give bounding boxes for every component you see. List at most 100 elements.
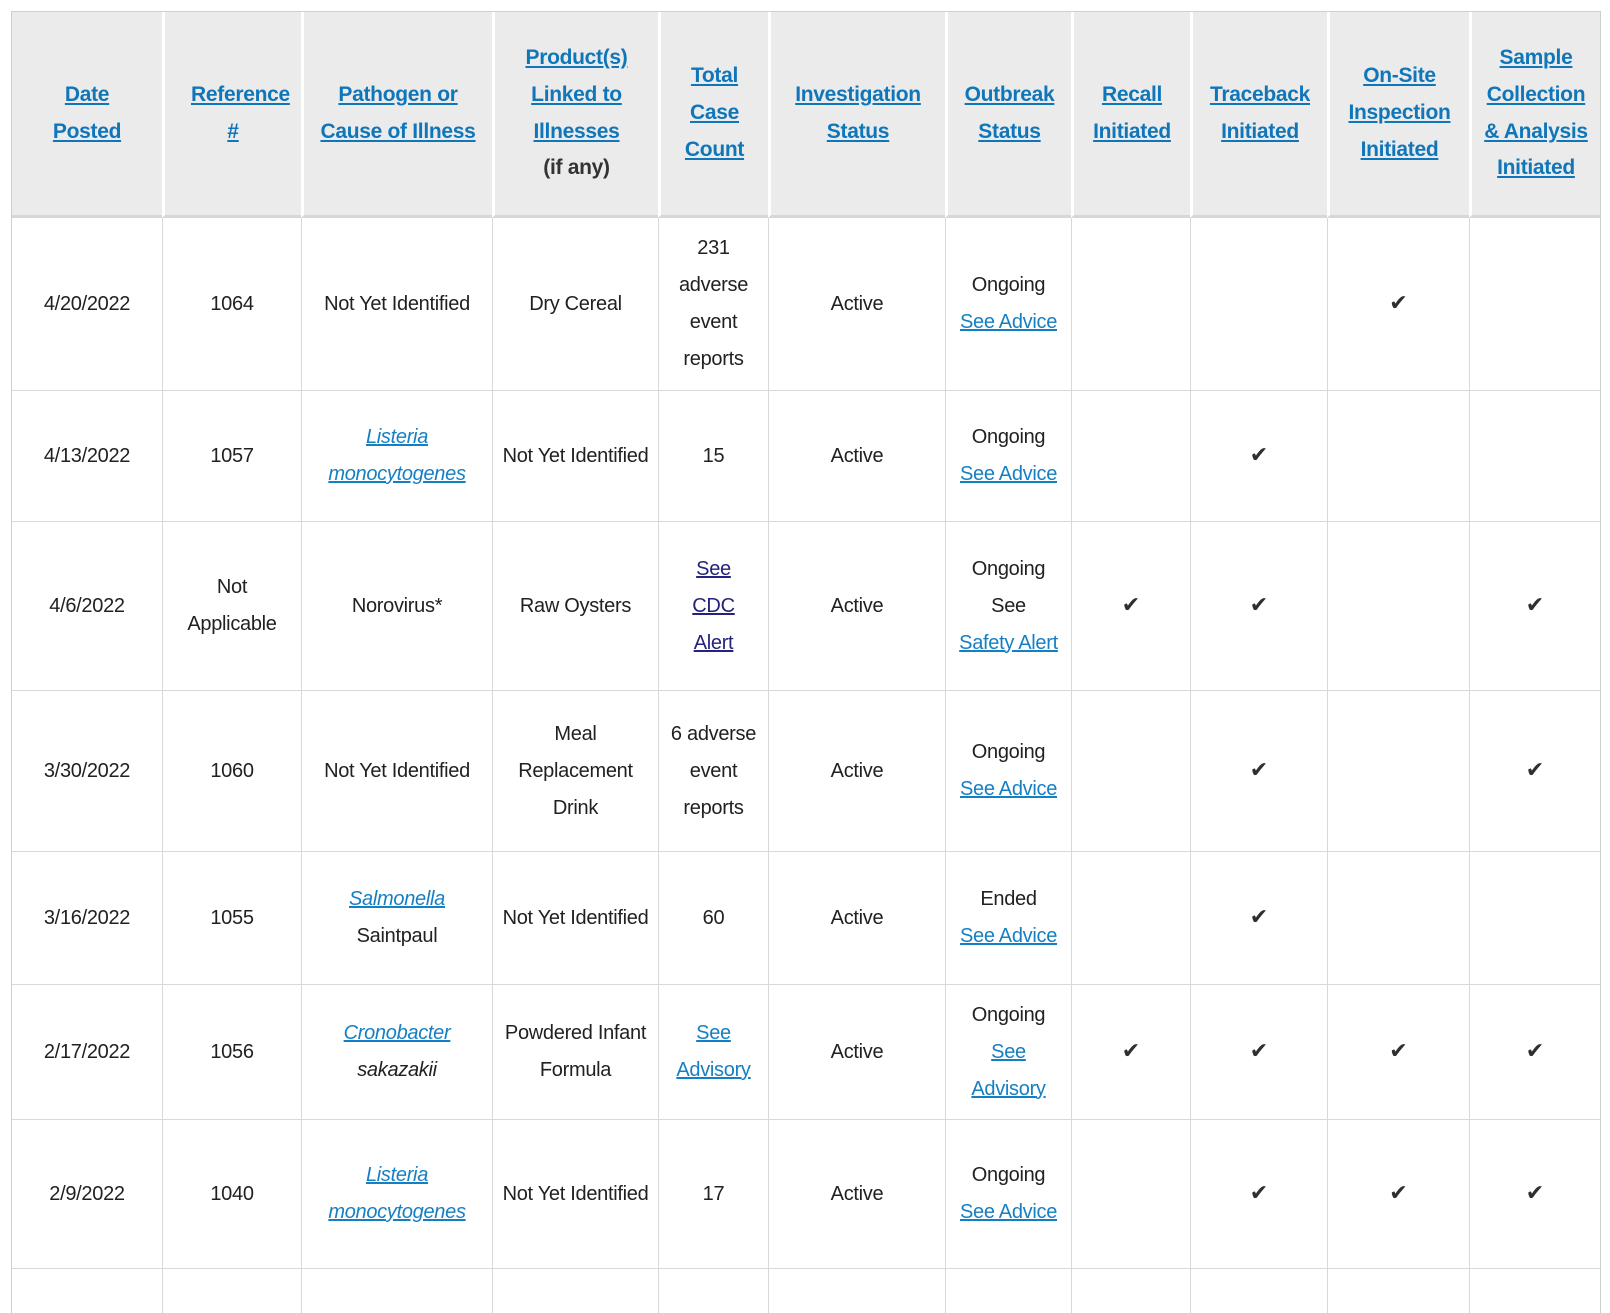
checkmark-icon: ✔	[1249, 904, 1269, 930]
see-advice-link[interactable]: See Advice	[959, 463, 1058, 485]
cell-date-posted: 4/13/2022	[12, 391, 162, 522]
cell-pathogen: Listeria monocytogenes	[301, 391, 492, 522]
checkmark-icon: ✔	[1121, 592, 1141, 618]
see-advice-link[interactable]: See Advice	[959, 925, 1058, 947]
sort-link-recall[interactable]: Recall Initiated	[1093, 82, 1171, 143]
cell-traceback: ✔	[1190, 522, 1327, 691]
cell-recall	[1071, 391, 1190, 522]
cell-sample: ✔	[1469, 985, 1600, 1120]
cell-pathogen: Cronobacter sakazakii	[301, 985, 492, 1120]
table-row: 4/6/2022 Not Applicable Norovirus* Raw O…	[12, 522, 1600, 691]
cell-recall	[1071, 691, 1190, 852]
cell-recall: ✔	[1071, 522, 1190, 691]
see-advice-link[interactable]: See Advice	[959, 1201, 1058, 1223]
safety-alert-link[interactable]: Safety Alert	[959, 631, 1058, 654]
sort-link-traceback[interactable]: Traceback Initiated	[1209, 82, 1311, 143]
sort-link-sample-collection[interactable]: Sample Collection & Analysis Initiated	[1484, 46, 1588, 180]
cell-recall	[1071, 852, 1190, 985]
cell-case-count: See Advisory	[658, 985, 768, 1120]
header-row: Date Posted Reference # Pathogen or Caus…	[12, 12, 1600, 218]
cell-reference: 1060	[162, 691, 301, 852]
sort-link-onsite-inspection[interactable]: On-Site Inspection Initiated	[1348, 64, 1451, 161]
cell-product: Dry Cereal	[492, 218, 658, 391]
cell-case-count: 15	[658, 391, 768, 522]
cell-sample	[1469, 852, 1600, 985]
cell-pathogen: Not Yet Identified	[301, 218, 492, 391]
column-header-outbreak-status: Outbreak Status	[945, 12, 1071, 218]
column-header-investigation-status: Investigation Status	[768, 12, 945, 218]
pathogen-link[interactable]: Salmonella	[349, 888, 445, 910]
cell-investigation-status: Active	[768, 218, 945, 391]
checkmark-icon: ✔	[1525, 1038, 1545, 1064]
cdc-alert-link[interactable]: See CDC Alert	[692, 557, 735, 654]
checkmark-icon: ✔	[1121, 1038, 1141, 1064]
cell-outbreak-status: Ended See Advice	[945, 852, 1071, 985]
cell-outbreak-status: Ongoing See Safety Alert	[945, 522, 1071, 691]
cell-recall	[1071, 1120, 1190, 1269]
cell-outbreak-status: Ongoing See Advice	[945, 691, 1071, 852]
column-header-case-count: Total Case Count	[658, 12, 768, 218]
see-advice-link[interactable]: See Advice	[959, 778, 1058, 800]
cell-date-posted: 2/9/2022	[12, 1120, 162, 1269]
sort-link-pathogen[interactable]: Pathogen or Cause of Illness	[320, 82, 476, 143]
cell-traceback: ✔	[1190, 852, 1327, 985]
cell-onsite	[1327, 691, 1469, 852]
cell-reference: 1040	[162, 1120, 301, 1269]
cell-pathogen: Listeria monocytogenes	[301, 1120, 492, 1269]
cell-outbreak-status: Ongoing See Advice	[945, 1120, 1071, 1269]
cell-onsite: ✔	[1327, 218, 1469, 391]
cell-investigation-status: Active	[768, 1120, 945, 1269]
table-row: 3/16/2022 1055 Salmonella Saintpaul Not …	[12, 852, 1600, 985]
see-advisory-link[interactable]: See Advisory	[971, 1040, 1046, 1100]
cell-investigation-status: Active	[768, 852, 945, 985]
cell-product: Not Yet Identified	[492, 1120, 658, 1269]
sort-link-outbreak-status[interactable]: Outbreak Status	[964, 82, 1055, 143]
cell-date-posted: 4/20/2022	[12, 218, 162, 391]
column-header-traceback: Traceback Initiated	[1190, 12, 1327, 218]
cell-date-posted: 4/6/2022	[12, 522, 162, 691]
cell-pathogen: Salmonella Saintpaul	[301, 852, 492, 985]
checkmark-icon: ✔	[1249, 442, 1269, 468]
sort-link-investigation-status[interactable]: Investigation Status	[795, 82, 921, 143]
outbreak-investigations-table: Date Posted Reference # Pathogen or Caus…	[11, 11, 1601, 1313]
cell-outbreak-status: Ongoing See Advice	[945, 218, 1071, 391]
column-header-product: Product(s) Linked to Illnesses (if any)	[492, 12, 658, 218]
cell-pathogen: Not Yet Identified	[301, 691, 492, 852]
cell-onsite: ✔	[1327, 1120, 1469, 1269]
cell-onsite	[1327, 522, 1469, 691]
cell-reference: 1055	[162, 852, 301, 985]
see-advisory-link[interactable]: See Advisory	[676, 1022, 751, 1081]
cell-recall: ✔	[1071, 985, 1190, 1120]
cell-traceback: ✔	[1190, 391, 1327, 522]
cell-sample	[1469, 218, 1600, 391]
see-advice-link[interactable]: See Advice	[959, 311, 1058, 333]
sort-link-case-count[interactable]: Total Case Count	[684, 64, 745, 161]
cell-investigation-status: Active	[768, 522, 945, 691]
column-header-product-sublabel: (if any)	[543, 156, 610, 180]
sort-link-product[interactable]: Product(s) Linked to Illnesses	[525, 46, 628, 143]
cell-onsite	[1327, 852, 1469, 985]
sort-link-date-posted[interactable]: Date Posted	[52, 82, 122, 143]
sort-link-reference[interactable]: Reference #	[191, 82, 290, 143]
column-header-pathogen: Pathogen or Cause of Illness	[301, 12, 492, 218]
table-row: 2/9/2022 1040 Listeria monocytogenes Not…	[12, 1120, 1600, 1269]
pathogen-link[interactable]: Cronobacter	[343, 1022, 451, 1044]
cell-sample: ✔	[1469, 1120, 1600, 1269]
cell-product: Not Yet Identified	[492, 852, 658, 985]
checkmark-icon: ✔	[1525, 1180, 1545, 1206]
cell-traceback	[1190, 218, 1327, 391]
cell-recall	[1071, 218, 1190, 391]
cell-reference: 1057	[162, 391, 301, 522]
cell-outbreak-status: Ongoing See Advice	[945, 391, 1071, 522]
cell-reference: 1064	[162, 218, 301, 391]
pathogen-link[interactable]: Listeria monocytogenes	[328, 1164, 466, 1223]
cell-case-count: See CDC Alert	[658, 522, 768, 691]
cell-product: Meal Replacement Drink	[492, 691, 658, 852]
cell-sample: ✔	[1469, 522, 1600, 691]
pathogen-link[interactable]: Listeria monocytogenes	[328, 426, 466, 485]
column-header-date-posted: Date Posted	[12, 12, 162, 218]
table-row: 3/30/2022 1060 Not Yet Identified Meal R…	[12, 691, 1600, 852]
cell-product: Powdered Infant Formula	[492, 985, 658, 1120]
cell-traceback: ✔	[1190, 691, 1327, 852]
